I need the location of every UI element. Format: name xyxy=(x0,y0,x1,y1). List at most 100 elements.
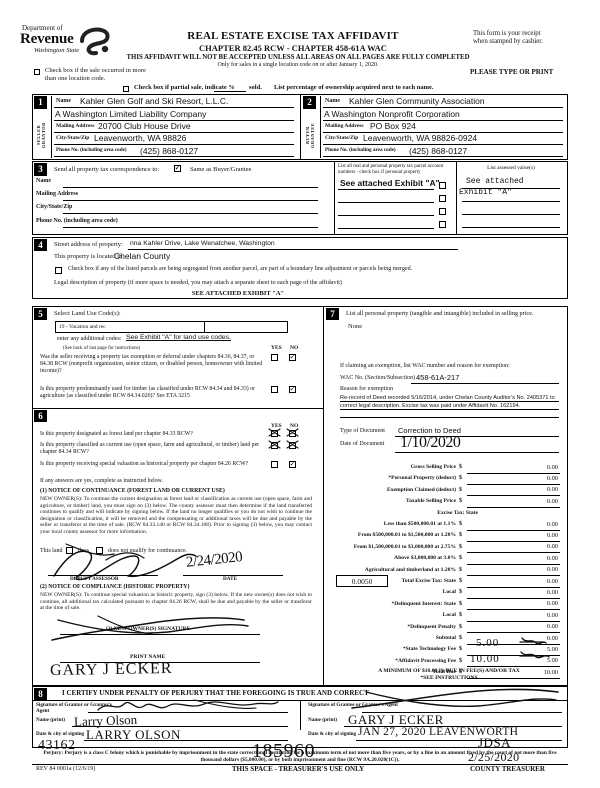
buyer-phone-value[interactable]: (425) 868-0127 xyxy=(409,146,468,156)
seller-entity-value[interactable]: A Washington Limited Liability Company xyxy=(55,109,207,119)
hand-total-due[interactable]: 10.00 xyxy=(470,653,500,665)
assessed-rule-4[interactable] xyxy=(462,227,560,228)
street-address-value[interactable]: nna Kahler Drive, Lake Wenatchee, Washin… xyxy=(130,240,275,247)
tax-row-label: *Delinquent Penalty xyxy=(407,623,456,630)
buyer-mailing-value[interactable]: PO Box 924 xyxy=(370,121,416,131)
tax-row-value[interactable]: 0.00 xyxy=(546,520,558,528)
buyer-csz-value[interactable]: Leavenworth, WA 98826-0924 xyxy=(363,133,478,143)
tax-row-value[interactable]: 5.00 xyxy=(546,645,558,653)
print-name-value[interactable]: GARY J ECKER xyxy=(49,659,173,680)
tax-row-value[interactable]: 0.00 xyxy=(546,588,558,596)
land-qualifies-checkbox[interactable] xyxy=(66,547,73,554)
grantee-name-print-value[interactable]: GARY J ECKER xyxy=(348,712,444,727)
personal-property-checkbox-1[interactable] xyxy=(439,182,446,189)
partial-sale-percent-field[interactable] xyxy=(214,91,246,92)
deputy-assessor-signature[interactable] xyxy=(48,542,228,584)
tax-row-value[interactable]: 0.00 xyxy=(546,634,558,642)
wac-number-value[interactable]: 458-61A-217 xyxy=(416,373,460,382)
seller-csz-value[interactable]: Leavenworth, WA 98826 xyxy=(94,133,187,143)
buyer-entity-value[interactable]: A Washington Nonprofit Corporation xyxy=(324,109,460,119)
tax-row-value[interactable]: 0.00 xyxy=(546,543,558,551)
grantee-signature[interactable] xyxy=(348,686,568,714)
grantor-date-city-value[interactable]: LARRY OLSON xyxy=(86,727,181,742)
personal-property-checkbox-4[interactable] xyxy=(439,221,446,228)
q5-1-no-checkbox[interactable] xyxy=(289,354,296,361)
reason-exemption-value[interactable]: Re-record of Deed recorded 5/16/2014, un… xyxy=(340,395,555,409)
tax-row-rule xyxy=(467,563,560,565)
personal-property-checkbox-3[interactable] xyxy=(439,208,446,215)
q6-1-no-checkbox[interactable] xyxy=(289,430,296,437)
type-of-document-value[interactable]: Correction to Deed xyxy=(398,426,461,435)
tax-row-value[interactable]: 0.00 xyxy=(546,531,558,539)
q6-3-yes-checkbox[interactable] xyxy=(271,461,278,468)
tax-row-currency: $ xyxy=(459,589,462,596)
tax-row-value[interactable]: 0.00 xyxy=(546,600,558,608)
section-7-number: 7 xyxy=(326,308,339,320)
hand-affidavit-fee[interactable]: 5.00 xyxy=(476,637,500,649)
corr-mailing-rule[interactable] xyxy=(63,200,318,201)
buyer-label-divider xyxy=(320,96,321,158)
q5-2-yes-checkbox[interactable] xyxy=(271,386,278,393)
grantee-date-city-value[interactable]: JAN 27, 2020 LEAVENWORTH xyxy=(358,726,519,738)
corr-phone-rule[interactable] xyxy=(63,227,318,228)
land-use-code-field[interactable] xyxy=(55,321,205,333)
same-as-buyer-checkbox[interactable] xyxy=(174,165,181,172)
deputy-assessor-rule xyxy=(48,575,158,576)
multi-location-checkbox[interactable] xyxy=(34,69,40,75)
q5-2-no-checkbox[interactable] xyxy=(289,386,296,393)
tax-row-label: *Affidavit Processing Fee xyxy=(395,657,456,664)
tax-row-value[interactable]: 0.00 xyxy=(546,463,558,471)
tax-row-value[interactable]: 0.00 xyxy=(546,611,558,619)
parcel-rule-1[interactable] xyxy=(338,189,434,190)
personal-property-checkbox-2[interactable] xyxy=(439,195,446,202)
personal-property-value[interactable]: None xyxy=(348,323,363,330)
tax-row-value[interactable]: 0.00 xyxy=(546,474,558,482)
corr-name-rule[interactable] xyxy=(63,187,318,188)
tax-row-currency: $ xyxy=(459,646,462,653)
parcel-rule-3[interactable] xyxy=(338,215,434,216)
tax-row-value[interactable]: 0.00 xyxy=(546,566,558,574)
tax-row-label: *Delinquent Interest: State xyxy=(391,600,456,607)
q6-1-yes-checkbox[interactable] xyxy=(271,430,278,437)
new-owner-signature[interactable] xyxy=(48,610,268,646)
assessed-rule-2[interactable] xyxy=(462,201,560,202)
additional-codes-value[interactable]: See Exhibit "A" for land use codes. xyxy=(126,334,231,341)
assessed-rule-3[interactable] xyxy=(462,214,560,215)
assessed-value-line2[interactable]: Exhibit "A" xyxy=(459,188,512,197)
tax-row-value[interactable]: 0.00 xyxy=(546,623,558,631)
segregation-checkbox[interactable] xyxy=(55,267,62,274)
parcel-rule-2[interactable] xyxy=(338,202,434,203)
land-not-qualifies-checkbox[interactable] xyxy=(96,547,103,554)
q6-2-yes-checkbox[interactable] xyxy=(271,442,278,449)
parcel-rule-4[interactable] xyxy=(338,228,434,229)
tax-row-value[interactable]: 0.00 xyxy=(546,577,558,585)
main-lower-divider xyxy=(323,306,324,686)
tax-row-value[interactable]: 0.00 xyxy=(546,554,558,562)
assessed-rule-1[interactable] xyxy=(462,188,560,189)
date-of-document-value[interactable]: 1/10/2020 xyxy=(400,434,461,451)
tax-row-rule xyxy=(467,586,560,588)
seller-mailing-value[interactable]: 20700 Club House Drive xyxy=(98,121,191,131)
tax-row-value[interactable]: 0.00 xyxy=(546,497,558,505)
q6-2-no-checkbox[interactable] xyxy=(289,442,296,449)
form-subtitle: CHAPTER 82.45 RCW - CHAPTER 458-61A WAC xyxy=(199,43,387,53)
tax-row-rule xyxy=(467,643,560,645)
tax-row-value[interactable]: 10.00 xyxy=(543,668,558,676)
tax-row-value[interactable]: 5.00 xyxy=(546,657,558,665)
assessed-value-line1[interactable]: See attached xyxy=(466,177,524,186)
tax-row-currency: $ xyxy=(459,623,462,630)
q6-3-no-checkbox[interactable] xyxy=(289,461,296,468)
local-rate-value: 0.0050 xyxy=(351,577,373,586)
q5-1-yes-checkbox[interactable] xyxy=(271,354,278,361)
seller-name-value[interactable]: Kahler Glen Golf and Ski Resort, L.L.C. xyxy=(80,96,229,106)
seller-phone-value[interactable]: (425) 868-0127 xyxy=(140,146,199,156)
local-rate-box[interactable] xyxy=(336,575,388,587)
tax-row-value[interactable]: 0.00 xyxy=(546,486,558,494)
partial-sale-checkbox[interactable] xyxy=(123,86,129,92)
parcel-value[interactable]: See attached Exhibit "A" xyxy=(340,178,440,188)
county-value[interactable]: Chelan County xyxy=(114,251,171,261)
buyer-name-value[interactable]: Kahler Glen Community Association xyxy=(349,96,485,106)
corr-csz-rule[interactable] xyxy=(63,213,318,214)
grantor-signature[interactable] xyxy=(94,696,284,716)
personal-property-title: List all personal property (tangible and… xyxy=(346,310,534,317)
